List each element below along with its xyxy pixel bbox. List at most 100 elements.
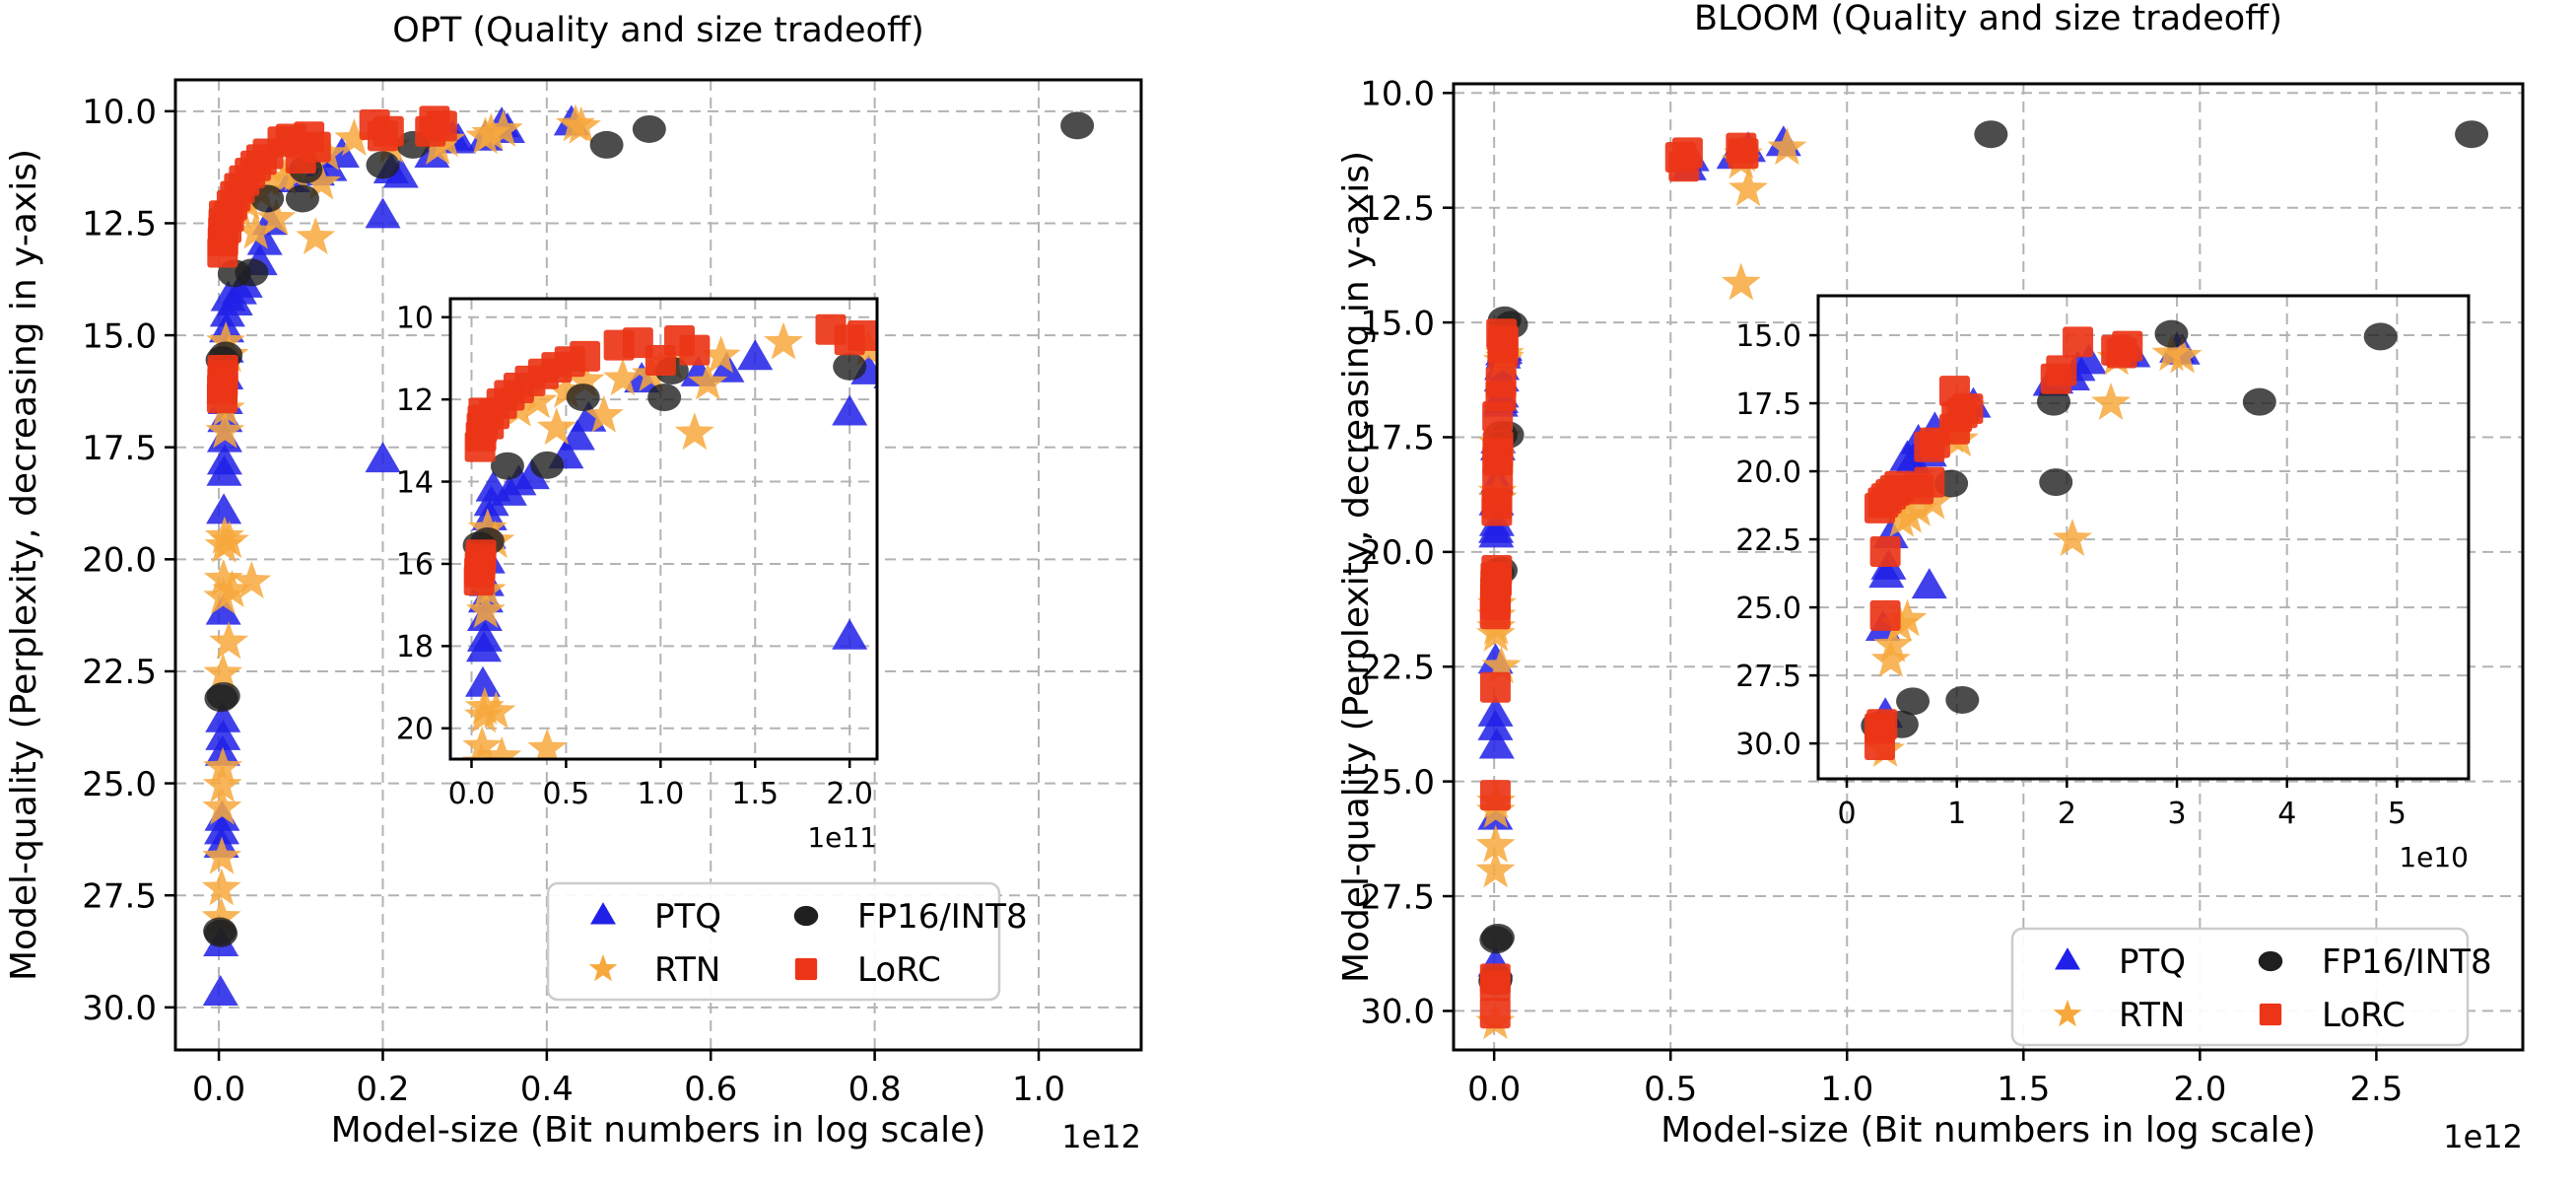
- rtn-point: [1898, 488, 1938, 526]
- y-tick-label: 27.5: [1360, 877, 1435, 917]
- y-tick-label: 25.0: [82, 765, 157, 804]
- y-tick-label: 15.0: [1360, 304, 1435, 343]
- rtn-point: [1870, 639, 1911, 677]
- x-tick-label: 3: [2168, 797, 2187, 831]
- rtn-point: [264, 158, 305, 195]
- fp16-point: [2154, 319, 2189, 348]
- rtn-point: [1729, 169, 1768, 207]
- fp16-point: [366, 151, 400, 179]
- lorc-point: [1479, 963, 1511, 995]
- fp16-point: [206, 681, 240, 710]
- fp16-point: [833, 352, 867, 381]
- tick-marks: [1809, 333, 2399, 788]
- legend-marker-lorc: [2259, 1003, 2282, 1026]
- x-tick-label: 2: [2058, 797, 2076, 831]
- x-tick-label: 1.5: [1997, 1070, 2050, 1109]
- legend: PTQ RTN FP16/INT8 LoRC: [2010, 927, 2492, 1047]
- rtn-point: [203, 746, 243, 785]
- axes-spines: [448, 297, 879, 761]
- rtn-point: [565, 360, 605, 398]
- y-tick-label: 15.0: [1735, 319, 1801, 354]
- rtn-point: [296, 217, 336, 254]
- y-tick-label: 22.5: [1735, 523, 1801, 558]
- y-tick-label: 27.5: [82, 876, 157, 916]
- lorc-point: [1481, 488, 1513, 520]
- ptq-point: [624, 362, 660, 393]
- y-tick-label: 15.0: [82, 316, 157, 356]
- tick-marks: [165, 109, 1041, 1061]
- data-points-inset: [1861, 319, 2398, 767]
- rtn-point: [201, 896, 241, 935]
- lorc-point: [1914, 466, 1945, 498]
- panel-bloom: BLOOM (Quality and size tradeoff) Model-s…: [1336, 0, 2525, 1155]
- x-tick-label: 1.5: [731, 777, 779, 811]
- rtn-point: [1873, 624, 1913, 662]
- axes-spines: [1452, 82, 2525, 1052]
- y-tick-label: 20.0: [82, 541, 157, 581]
- rtn-point: [232, 561, 272, 598]
- lorc-point: [1866, 709, 1898, 740]
- ptq-point: [559, 419, 595, 451]
- axis-offset-label: 1e12: [2443, 1118, 2523, 1155]
- ptq-point: [1478, 728, 1515, 759]
- y-tick-label: 17.5: [82, 429, 157, 468]
- lorc-point: [1487, 325, 1519, 357]
- x-tick-label: 2.0: [2173, 1070, 2226, 1109]
- rtn-point: [209, 621, 248, 660]
- lorc-point: [373, 115, 404, 147]
- ptq-point: [513, 458, 550, 490]
- lorc-point: [847, 320, 878, 352]
- panel-1-inset: 0 1 2 3 4 5 15.0 17.5 20.0 22.5 25.0 27.5 30.0 1e10: [1735, 294, 2471, 873]
- tick-marks: [441, 315, 851, 768]
- y-tick-label: 22.5: [82, 653, 157, 692]
- fp16-point: [589, 130, 624, 159]
- rtn-point: [1889, 495, 1930, 533]
- fp16-point: [647, 383, 682, 412]
- lorc-point: [465, 539, 497, 571]
- lorc-point: [2112, 330, 2143, 362]
- rtn-point: [1887, 598, 1928, 637]
- lorc-point: [1728, 138, 1759, 170]
- tick-marks: [1443, 92, 2378, 1061]
- x-tick-label: 0.4: [520, 1070, 574, 1109]
- y-tick-label: 12: [396, 383, 434, 418]
- y-tick-label: 30.0: [1360, 993, 1435, 1032]
- rtn-point: [1721, 262, 1761, 301]
- y-tick-label: 12.5: [82, 205, 157, 244]
- x-tick-label: 0.0: [1467, 1070, 1521, 1109]
- x-tick-label: 0.5: [543, 777, 590, 811]
- y-tick-label: 17.5: [1735, 387, 1801, 422]
- rtn-point: [205, 410, 245, 449]
- data-points-main: [201, 104, 1095, 1006]
- fp16-point: [1480, 923, 1515, 951]
- x-tick-label: 0.5: [1644, 1070, 1697, 1109]
- legend-marker-rtn: [2053, 999, 2082, 1027]
- legend-marker-ptq: [2055, 947, 2080, 970]
- fp16-point: [1896, 687, 1931, 716]
- ptq-point: [382, 157, 419, 188]
- legend-marker-fp16: [793, 905, 819, 927]
- rtn-point: [483, 108, 523, 147]
- y-tick-label: 30.0: [82, 989, 157, 1028]
- legend-marker-rtn: [588, 953, 618, 982]
- rtn-point: [1475, 850, 1516, 888]
- rtn-point: [203, 653, 243, 691]
- legend-marker-ptq: [590, 902, 616, 925]
- data-points-main: [1475, 120, 2489, 1040]
- chart-title: OPT (Quality and size tradeoff): [392, 11, 923, 50]
- panel-0-inset: 0.0 0.5 1.0 1.5 2.0 10 12 14 16 18 20 1e11: [396, 297, 879, 854]
- y-axis-label: Model-quality (Perplexity, decreasing in…: [1336, 151, 1377, 983]
- lorc-point: [2063, 326, 2094, 358]
- rtn-point: [334, 118, 374, 156]
- ptq-point: [206, 444, 242, 475]
- legend-label-rtn: RTN: [2119, 996, 2185, 1035]
- lorc-point: [1481, 554, 1513, 586]
- axis-offset-label: 1e12: [1061, 1118, 1141, 1155]
- y-tick-label: 20.0: [1735, 455, 1801, 490]
- y-tick-label: 18: [396, 630, 434, 664]
- x-tick-label: 2.5: [2349, 1070, 2403, 1109]
- rtn-point: [203, 577, 243, 614]
- ptq-point: [2070, 343, 2107, 375]
- fp16-point: [2039, 468, 2073, 497]
